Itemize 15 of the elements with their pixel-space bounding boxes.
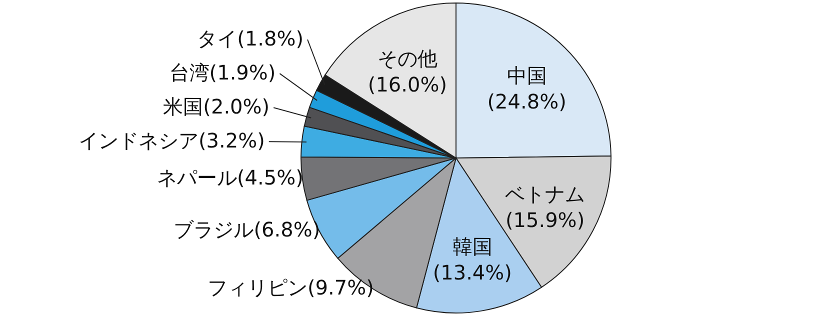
slice-label: ブラジル(6.8%) (174, 217, 320, 242)
slice-label: 台湾(1.9%) (169, 60, 276, 85)
data-label: (13.4%) (432, 260, 512, 284)
data-label: (15.9%) (505, 208, 585, 232)
data-label: (24.8%) (487, 89, 566, 114)
slice-label: タイ(1.8%) (197, 26, 304, 51)
slice-label: ベトナム (505, 182, 586, 206)
slice-label: 中国 (506, 63, 547, 88)
slice-label: インドネシア(3.2%) (78, 128, 265, 153)
slice-label: 韓国 (452, 234, 492, 258)
slice-label: その他 (377, 46, 438, 71)
data-label: (16.0%) (368, 72, 448, 97)
slice-label: 米国(2.0%) (163, 94, 270, 119)
slice-label: ネパール(4.5%) (156, 166, 304, 190)
slice-label: フィリピン(9.7%) (207, 275, 374, 300)
